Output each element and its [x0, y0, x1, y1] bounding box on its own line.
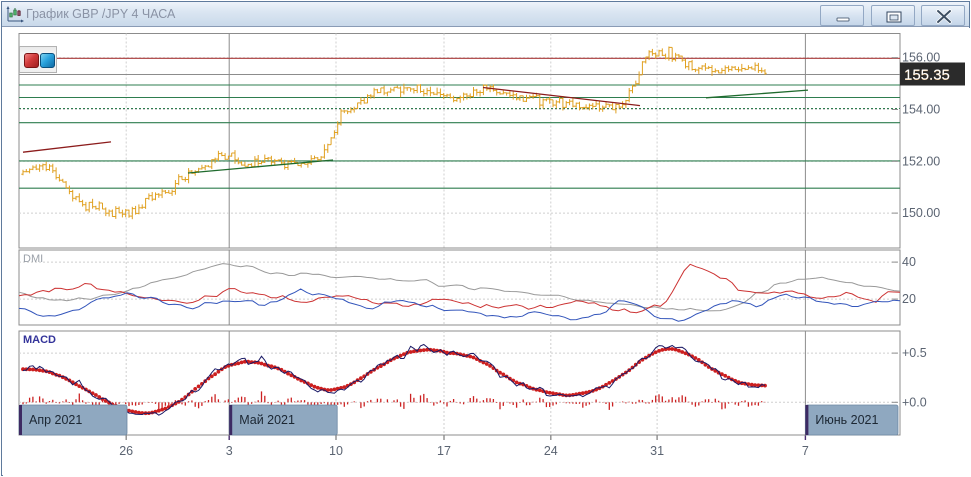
svg-text:155.35: 155.35 [904, 67, 950, 84]
svg-text:154.00: 154.00 [902, 103, 940, 117]
svg-text:31: 31 [650, 444, 664, 458]
svg-text:20: 20 [902, 292, 916, 306]
svg-text:Июнь 2021: Июнь 2021 [815, 413, 878, 427]
svg-text:17: 17 [437, 444, 451, 458]
svg-text:40: 40 [902, 255, 916, 269]
svg-text:Май 2021: Май 2021 [239, 413, 295, 427]
svg-text:150.00: 150.00 [902, 206, 940, 220]
svg-text:+0.5: +0.5 [902, 346, 927, 360]
svg-text:Апр 2021: Апр 2021 [29, 413, 82, 427]
svg-text:24: 24 [544, 444, 558, 458]
svg-text:MACD: MACD [23, 334, 56, 346]
svg-text:3: 3 [226, 444, 233, 458]
svg-text:26: 26 [119, 444, 133, 458]
svg-text:7: 7 [802, 444, 809, 458]
svg-text:DMI: DMI [23, 253, 43, 265]
svg-text:152.00: 152.00 [902, 154, 940, 168]
svg-text:10: 10 [329, 444, 343, 458]
svg-text:+0.0: +0.0 [902, 395, 927, 409]
